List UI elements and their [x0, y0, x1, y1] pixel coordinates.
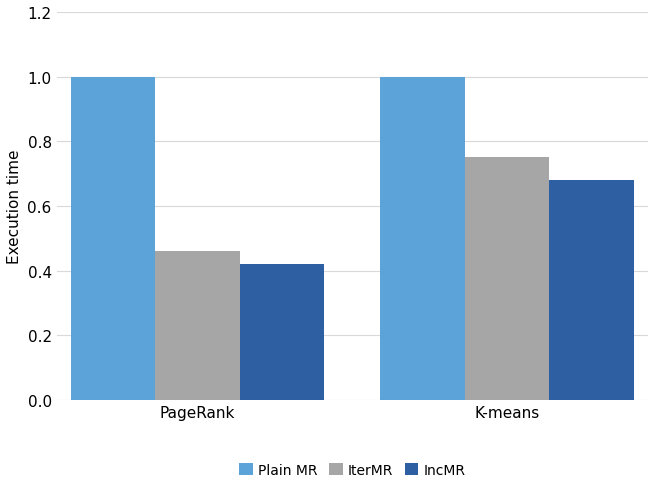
Bar	[381, 78, 465, 400]
Bar	[465, 158, 550, 400]
Bar	[71, 78, 155, 400]
Y-axis label: Execution time: Execution time	[7, 149, 22, 264]
Bar	[155, 252, 240, 400]
Bar	[240, 264, 324, 400]
Legend: Plain MR, IterMR, IncMR: Plain MR, IterMR, IncMR	[233, 458, 472, 483]
Bar	[550, 181, 634, 400]
